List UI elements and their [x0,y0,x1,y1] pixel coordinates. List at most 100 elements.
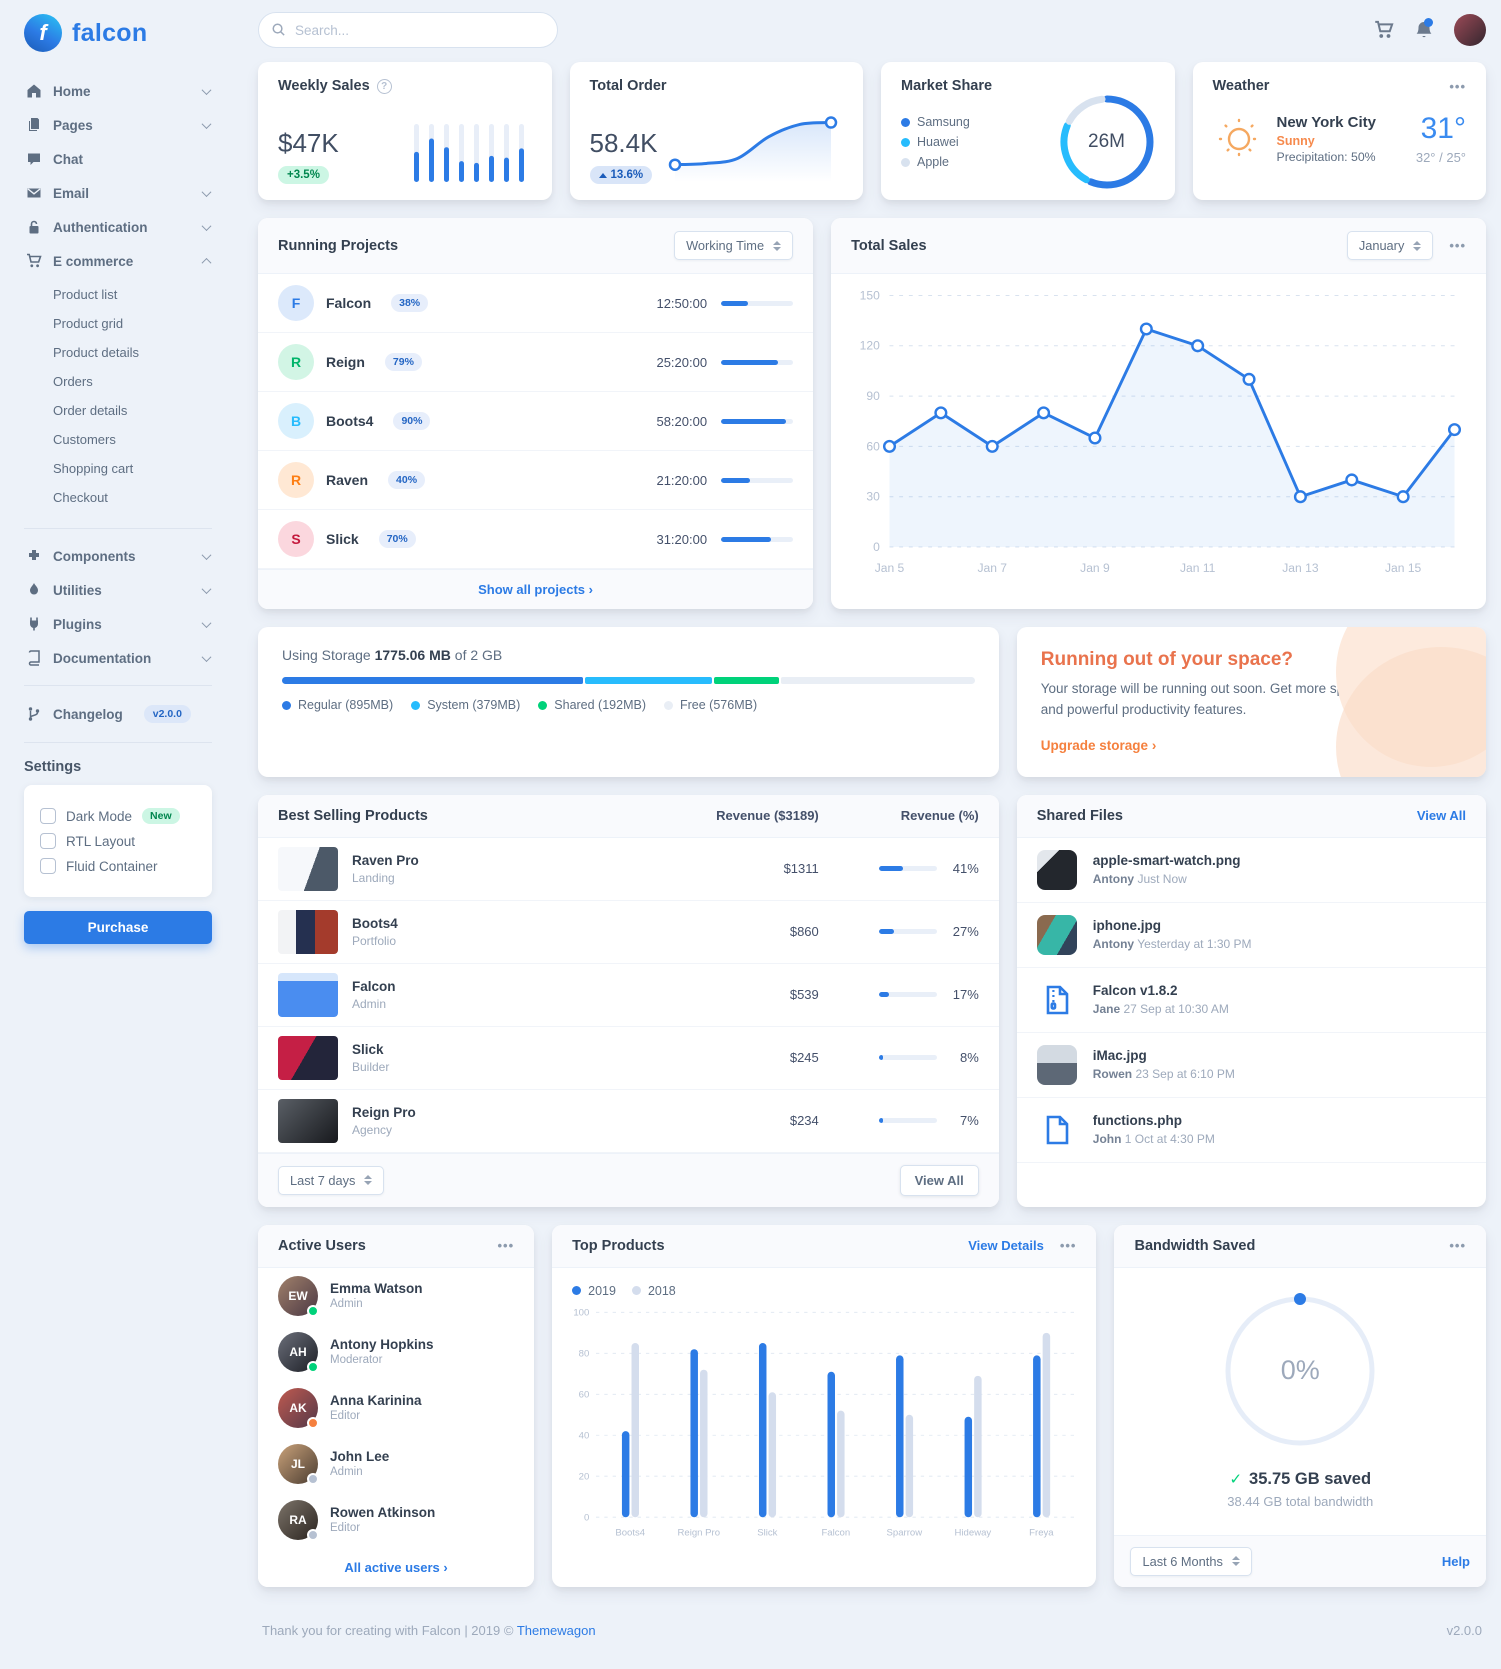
settings-card: Dark Mode New RTL Layout Fluid Container [24,785,212,897]
file-name[interactable]: iMac.jpg [1092,1048,1147,1064]
view-details-link[interactable]: View Details [968,1238,1044,1254]
market-share-legend-huawei: Huawei [901,135,970,149]
sidebar-subitem-product-list[interactable]: Product list [53,287,118,302]
file-thumbnail [1036,914,1077,955]
file-row-functions-php: functions.php John 1 Oct at 4:30 PM [1016,1098,1486,1163]
svg-text:0: 0 [873,540,880,554]
sort-arrows-icon [773,240,782,251]
settings-checkbox[interactable] [40,858,56,874]
revenue-pct-bar [878,1118,937,1124]
sidebar-item-components[interactable]: Components [24,539,212,573]
all-active-users-link[interactable]: All active users › [258,1547,535,1587]
storage-legend-regular-895mb-: Regular (895MB) [282,698,393,712]
search-input[interactable] [258,12,558,48]
sidebar-item-e-commerce[interactable]: E commerce [24,244,212,278]
svg-text:Jan 5: Jan 5 [875,561,905,575]
svg-text:Reign Pro: Reign Pro [678,1527,721,1538]
sidebar-subitem-customers[interactable]: Customers [53,432,116,447]
file-row-apple-smart-watch-png: apple-smart-watch.png Antony Just Now [1016,838,1486,903]
user-name[interactable]: Rowen Atkinson [330,1505,436,1521]
file-name[interactable]: functions.php [1092,1113,1182,1129]
total-order-chart [663,104,843,184]
svg-text:Freya: Freya [1029,1527,1054,1538]
help-icon[interactable]: ? [376,78,392,94]
user-name[interactable]: Antony Hopkins [330,1337,434,1353]
view-all-button[interactable]: View All [899,1164,979,1196]
legend-label: Samsung [917,115,970,129]
product-name[interactable]: Raven Pro [352,852,419,868]
product-name[interactable]: Falcon [352,978,396,994]
shared-files-view-all-link[interactable]: View All [1416,808,1466,824]
sidebar-item-label: Utilities [53,582,102,598]
sidebar-item-pages[interactable]: Pages [24,108,212,142]
project-progress-badge: 38% [391,294,429,312]
sidebar-subitem-product-details[interactable]: Product details [53,345,139,360]
sidebar-item-changelog[interactable]: Changelog v2.0.0 [24,696,212,732]
product-name[interactable]: Reign Pro [352,1104,416,1120]
project-row-boots4: B Boots4 90% 58:20:00 [258,392,814,451]
weather-menu-icon[interactable]: ••• [1449,78,1466,94]
plug-icon [26,616,42,632]
sort-arrows-icon [364,1175,373,1186]
sidebar-subitem-shopping-cart[interactable]: Shopping cart [53,461,134,476]
chevron-icon [201,84,212,95]
product-name[interactable]: Boots4 [352,915,398,931]
active-users-menu-icon[interactable]: ••• [497,1238,515,1254]
bandwidth-gauge: 0% [1215,1286,1385,1456]
user-avatar[interactable] [1454,14,1486,46]
total-sales-menu-icon[interactable]: ••• [1449,238,1466,253]
user-name[interactable]: John Lee [330,1449,390,1465]
svg-text:Hideway: Hideway [955,1527,992,1538]
active-users-card: Active Users ••• EW Emma Watson Admin AH… [258,1224,535,1587]
project-progress-badge: 79% [384,353,422,371]
working-time-filter[interactable]: Working Time [674,231,794,260]
sidebar-item-authentication[interactable]: Authentication [24,210,212,244]
top-products-menu-icon[interactable]: ••• [1059,1238,1077,1254]
sidebar-item-utilities[interactable]: Utilities [24,573,212,607]
month-filter[interactable]: January [1346,231,1434,260]
user-name[interactable]: Anna Karinina [330,1393,422,1409]
total-order-value: 58.4K [589,128,658,159]
sidebar-item-label: Home [53,83,91,99]
file-name[interactable]: apple-smart-watch.png [1092,853,1241,869]
storage-progress-bar [282,677,975,684]
settings-checkbox[interactable] [40,833,56,849]
branch-icon [26,706,42,722]
last-7-days-filter[interactable]: Last 7 days [278,1165,385,1195]
project-progress-bar [721,359,794,365]
sidebar-item-chat[interactable]: Chat [24,142,212,176]
sidebar-item-documentation[interactable]: Documentation [24,641,212,675]
user-name[interactable]: Emma Watson [330,1281,423,1297]
sidebar-subitem-product-grid[interactable]: Product grid [53,316,124,331]
table-row-boots4: Boots4 Portfolio $860 27% [258,901,999,964]
sidebar-item-label: E commerce [53,253,134,269]
brand-logo[interactable]: f falcon [24,14,212,52]
settings-checkbox[interactable] [40,808,56,824]
product-name[interactable]: Slick [352,1041,384,1057]
sidebar-submenu: Product list Product grid Product details O… [24,278,212,518]
sidebar-item-home[interactable]: Home [24,74,212,108]
purchase-button[interactable]: Purchase [24,911,212,944]
sidebar-subitem-checkout[interactable]: Checkout [53,490,108,505]
sidebar-subitem-order-details[interactable]: Order details [53,403,128,418]
cart-icon[interactable] [1374,20,1394,40]
sidebar-item-email[interactable]: Email [24,176,212,210]
last-6-months-filter[interactable]: Last 6 Months [1130,1546,1252,1576]
sidebar-item-label: Pages [53,117,93,133]
bandwidth-title: Bandwidth Saved [1134,1237,1256,1254]
file-name[interactable]: iphone.jpg [1092,918,1162,934]
user-role: Admin [330,1466,363,1479]
help-link[interactable]: Help [1441,1553,1470,1569]
upgrade-storage-link[interactable]: Upgrade storage › [1041,738,1157,753]
bandwidth-menu-icon[interactable]: ••• [1449,1238,1466,1254]
weekly-sales-chart [412,122,532,184]
sidebar-subitem-orders[interactable]: Orders [53,374,93,389]
legend-dot [631,1286,641,1296]
legend-label: Regular (895MB) [298,698,394,712]
themewagon-link[interactable]: Themewagon [516,1622,596,1638]
file-name[interactable]: Falcon v1.8.2 [1092,983,1178,999]
project-time: 58:20:00 [656,413,708,429]
notifications-bell-icon[interactable] [1414,18,1434,40]
sidebar-item-plugins[interactable]: Plugins [24,607,212,641]
show-all-projects-link[interactable]: Show all projects › [258,569,814,609]
